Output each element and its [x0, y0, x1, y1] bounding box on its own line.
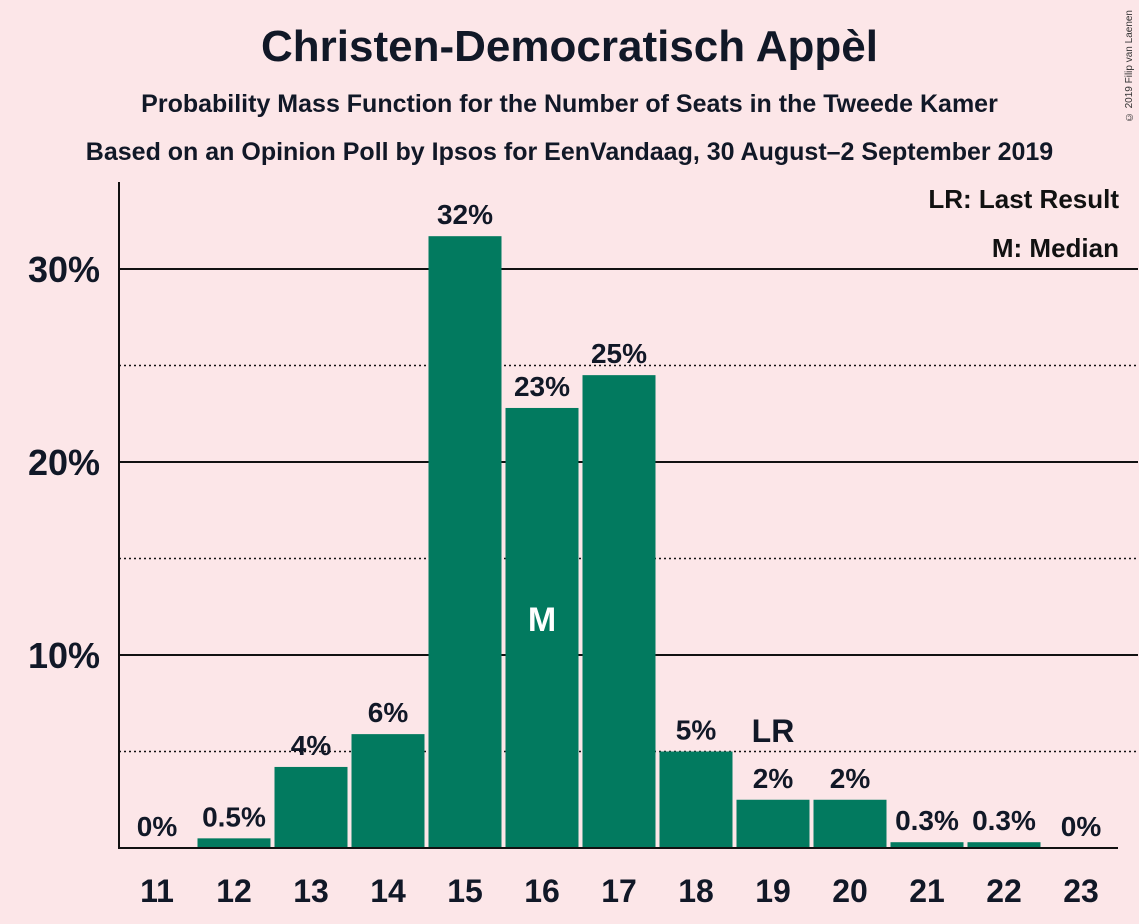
- bar: [813, 799, 887, 848]
- x-tick-label: 13: [293, 873, 329, 909]
- bar: [351, 734, 425, 848]
- data-label: 0.5%: [202, 801, 266, 832]
- x-tick-label: 20: [832, 873, 868, 909]
- bar: [736, 799, 810, 848]
- x-tick-label: 16: [524, 873, 560, 909]
- bar: [967, 842, 1041, 848]
- x-tick-label: 12: [216, 873, 252, 909]
- bar: [890, 842, 964, 848]
- median-marker: M: [528, 601, 556, 639]
- data-label: 4%: [291, 730, 332, 761]
- x-tick-label: 19: [755, 873, 791, 909]
- data-label: 32%: [437, 199, 493, 230]
- x-tick-label: 17: [601, 873, 637, 909]
- data-label: 25%: [591, 338, 647, 369]
- data-label: 23%: [514, 371, 570, 402]
- data-label: 6%: [368, 697, 409, 728]
- data-label: 2%: [753, 763, 794, 794]
- bar: [659, 751, 733, 848]
- x-tick-label: 23: [1063, 873, 1099, 909]
- legend-median: M: Median: [991, 233, 1119, 263]
- last-result-marker: LR: [752, 713, 795, 749]
- chart-subtitle: Probability Mass Function for the Number…: [141, 90, 998, 118]
- x-tick-label: 21: [909, 873, 945, 909]
- x-tick-label: 11: [140, 873, 174, 909]
- x-tick-label: 18: [678, 873, 714, 909]
- data-label: 0%: [137, 811, 178, 842]
- x-tick-label: 15: [447, 873, 483, 909]
- bar: [428, 236, 502, 848]
- bar: [197, 838, 271, 848]
- bar: [274, 766, 348, 848]
- data-label: 0.3%: [972, 805, 1036, 836]
- data-label: 2%: [830, 763, 871, 794]
- y-tick-label: 10%: [28, 635, 100, 676]
- x-tick-label: 14: [370, 873, 406, 909]
- y-tick-label: 30%: [28, 249, 100, 290]
- chart-title: Christen-Democratisch Appèl: [261, 22, 878, 71]
- x-tick-label: 22: [986, 873, 1022, 909]
- bar: [582, 375, 656, 848]
- data-label: 0%: [1061, 811, 1102, 842]
- data-label: 5%: [676, 715, 717, 746]
- bar: [505, 407, 579, 848]
- legend-last-result: LR: Last Result: [928, 184, 1119, 214]
- y-tick-label: 20%: [28, 442, 100, 483]
- data-label: 0.3%: [895, 805, 959, 836]
- chart-source-line: Based on an Opinion Poll by Ipsos for Ee…: [85, 138, 1054, 166]
